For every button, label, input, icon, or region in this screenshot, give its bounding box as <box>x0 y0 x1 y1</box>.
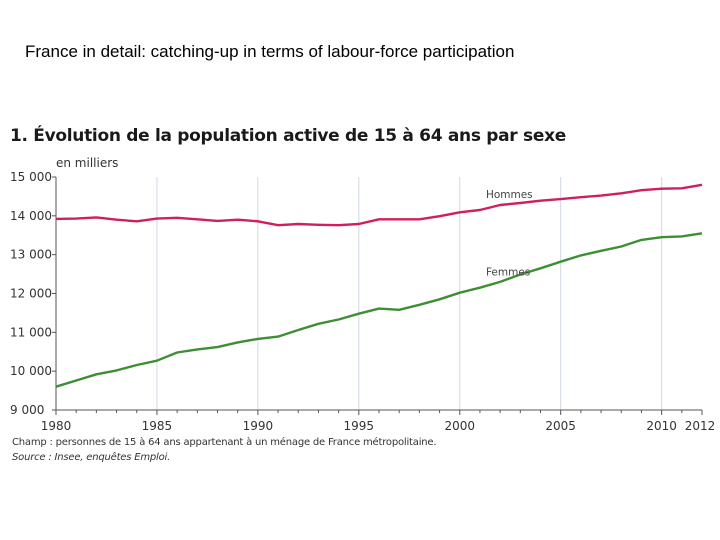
y-tick-label-15000: 15 000 <box>10 170 52 184</box>
scope-note: Champ : personnes de 15 à 64 ans apparte… <box>12 437 437 448</box>
source-note: Source : Insee, enquêtes Emploi. <box>12 452 171 463</box>
y-tick-label-13000: 13 000 <box>10 248 52 262</box>
series-line-hommes <box>55 183 703 227</box>
x-tick-label-1980: 1980 <box>41 419 72 433</box>
y-tick-label-11000: 11 000 <box>10 325 52 339</box>
chart-title: 1. Évolution de la population active de … <box>10 126 566 146</box>
y-tick-label-14000: 14 000 <box>10 209 52 223</box>
x-tick-label-1985: 1985 <box>142 419 173 433</box>
x-tick-label-2005: 2005 <box>545 419 576 433</box>
series-label-hommes: Hommes <box>486 189 533 201</box>
x-tick-label-1990: 1990 <box>243 419 274 433</box>
y-tick-label-10000: 10 000 <box>10 364 52 378</box>
x-tick-label-1995: 1995 <box>344 419 375 433</box>
y-tick-label-12000: 12 000 <box>10 287 52 301</box>
series-label-femmes: Femmes <box>486 267 530 279</box>
labels: 1980 1985 1990 1995 2000 2005 2010 2012 9 000 10 … <box>10 170 715 433</box>
slide-title: France in detail: catching-up in terms o… <box>25 42 515 61</box>
x-tick-label-2012: 2012 <box>685 419 716 433</box>
y-axis-unit-label: en milliers <box>56 156 119 170</box>
x-tick-label-2000: 2000 <box>444 419 475 433</box>
x-tick-label-2010: 2010 <box>646 419 677 433</box>
axes <box>52 176 703 415</box>
series-line-femmes <box>55 232 703 388</box>
series <box>55 183 703 388</box>
grid <box>156 177 663 410</box>
y-tick-label-9000: 9 000 <box>10 403 44 417</box>
